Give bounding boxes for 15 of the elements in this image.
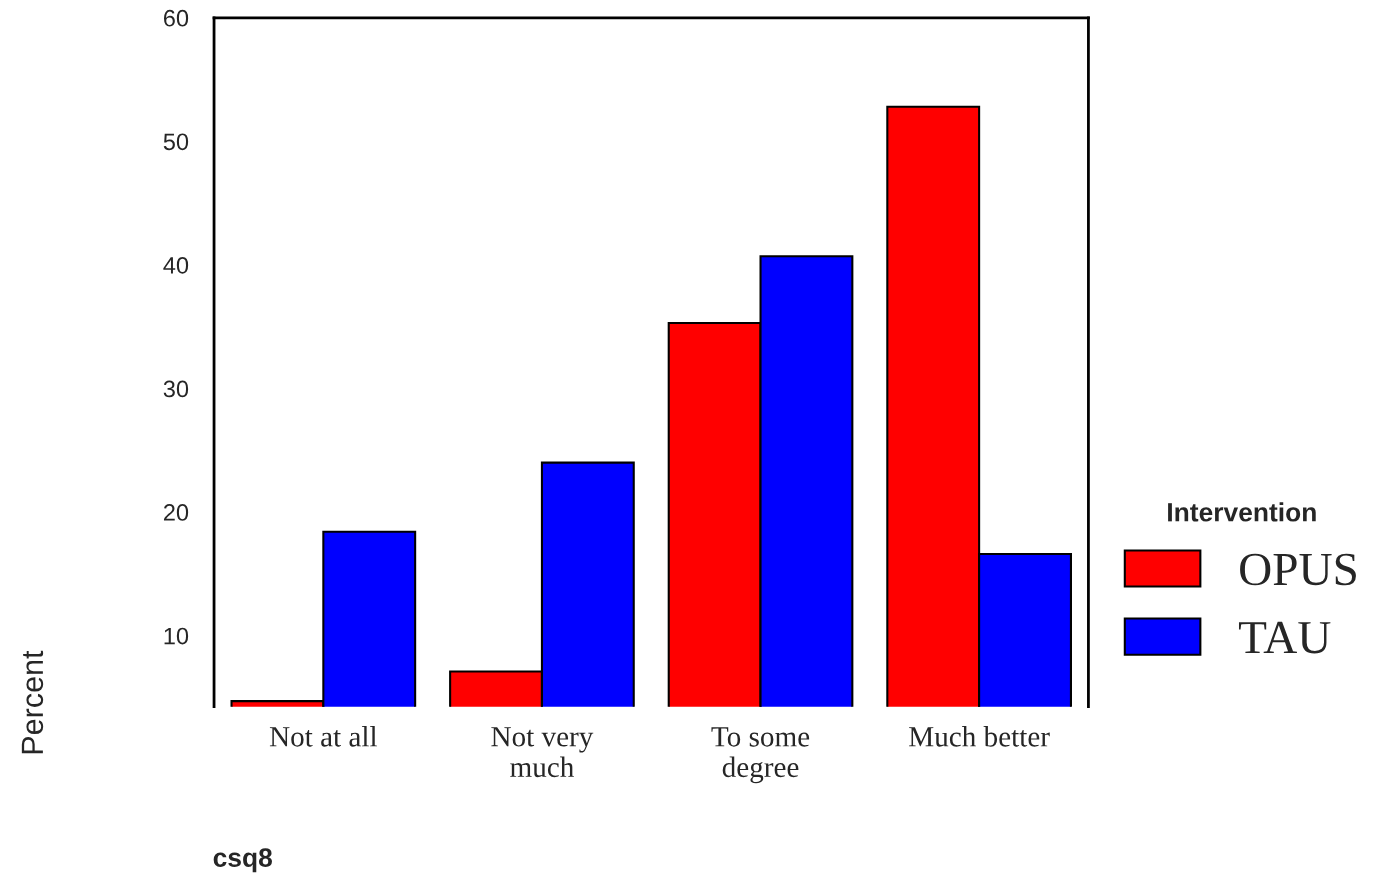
x-tick-label: To some degree xyxy=(711,727,810,784)
y-axis-title: Percent xyxy=(21,650,44,754)
y-tick-label: 50 xyxy=(163,133,189,151)
y-tick-label: 40 xyxy=(163,256,189,274)
legend-label: TAU xyxy=(1238,621,1331,654)
x-tick-label: Not very much xyxy=(491,727,594,778)
x-tick-label: Much better xyxy=(909,726,1050,747)
y-tick-label: 20 xyxy=(163,504,189,521)
y-tick-label: 10 xyxy=(164,627,189,645)
legend-title: Intervention xyxy=(1168,502,1316,522)
x-axis-title: csq8 xyxy=(213,848,272,873)
y-tick-label: 30 xyxy=(163,380,189,398)
legend-label: OPUS xyxy=(1240,553,1356,586)
y-tick-label: 60 xyxy=(163,9,189,27)
x-tick-label: Not at all xyxy=(269,726,378,747)
